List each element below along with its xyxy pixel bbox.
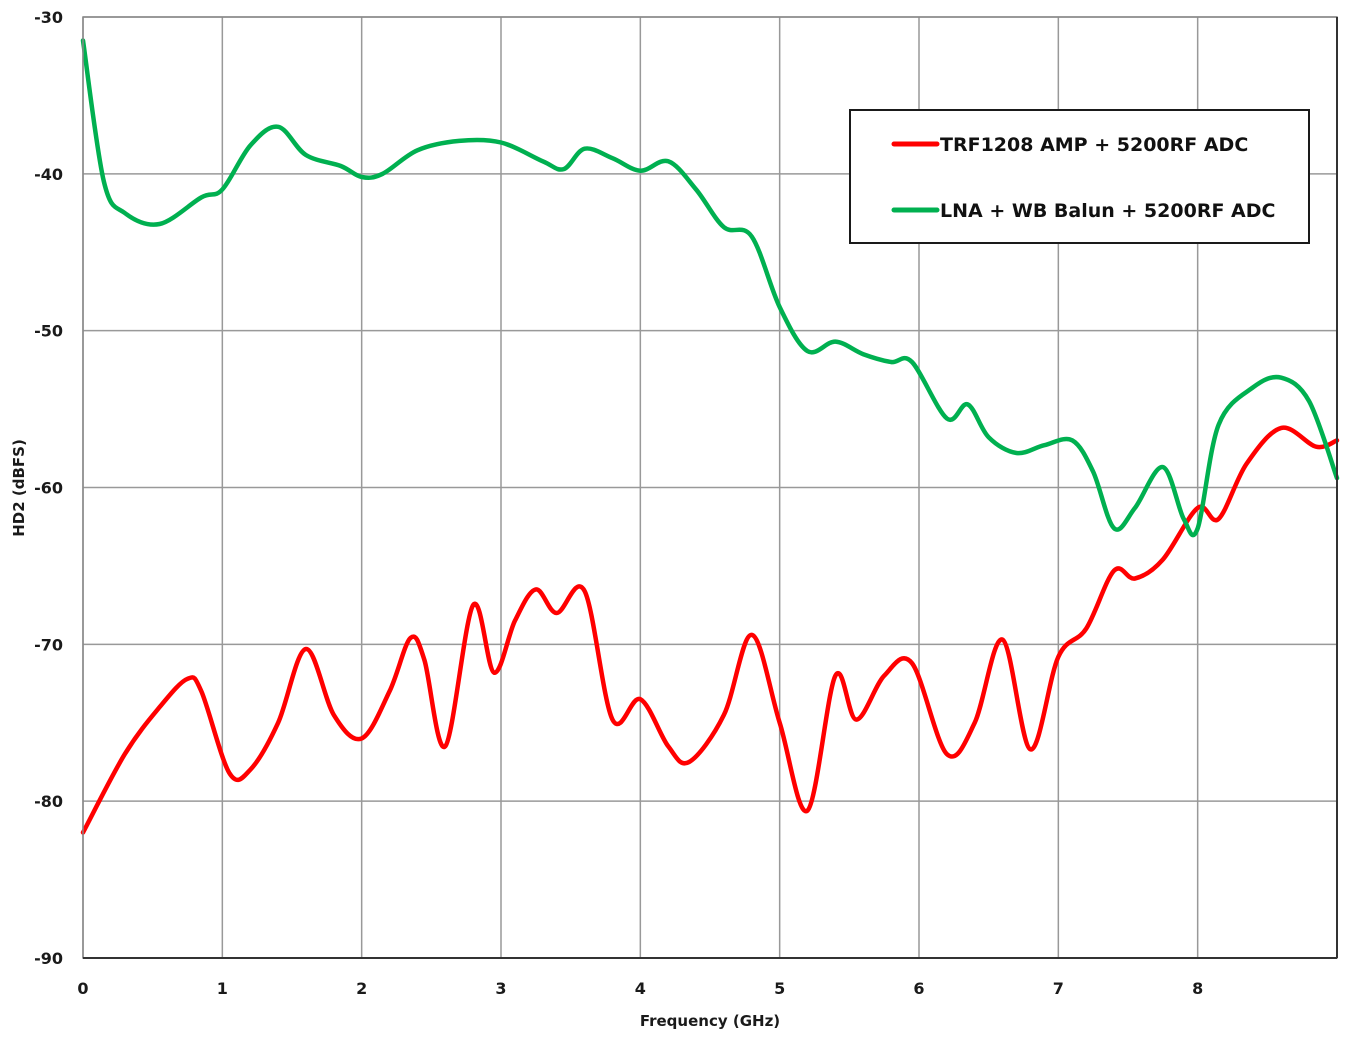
- legend-label-trf1208: TRF1208 AMP + 5200RF ADC: [940, 134, 1248, 156]
- x-tick-label: 3: [495, 979, 506, 998]
- y-tick-label: -40: [34, 165, 63, 184]
- series-lna-wb-balun: [80, 38, 1340, 538]
- y-axis-ticks: -30 -40 -50 -60 -70 -80 -90: [34, 8, 63, 968]
- x-tick-label: 1: [217, 979, 228, 998]
- legend-label-lna-balun: LNA + WB Balun + 5200RF ADC: [940, 200, 1275, 222]
- y-tick-label: -70: [34, 635, 63, 654]
- y-tick-label: -80: [34, 792, 63, 811]
- x-axis-ticks: 0 1 2 3 4 5 6 7 8: [77, 979, 1203, 998]
- legend: TRF1208 AMP + 5200RF ADC LNA + WB Balun …: [849, 109, 1310, 244]
- x-axis-title: Frequency (GHz): [640, 1012, 780, 1030]
- y-tick-label: -90: [34, 949, 63, 968]
- series-trf1208-amp: [80, 425, 1340, 835]
- y-axis-title: HD2 (dBFS): [10, 439, 28, 537]
- y-tick-label: -30: [34, 8, 63, 27]
- x-tick-label: 2: [356, 979, 367, 998]
- x-tick-label: 4: [635, 979, 646, 998]
- y-tick-label: -60: [34, 479, 63, 498]
- x-tick-label: 0: [77, 979, 88, 998]
- legend-box: [849, 109, 1310, 244]
- x-tick-label: 6: [913, 979, 924, 998]
- x-tick-label: 7: [1053, 979, 1064, 998]
- x-tick-label: 8: [1192, 979, 1203, 998]
- grid-lines: [82, 16, 1337, 959]
- x-tick-label: 5: [774, 979, 785, 998]
- data-series: [80, 38, 1340, 835]
- y-tick-label: -50: [34, 322, 63, 341]
